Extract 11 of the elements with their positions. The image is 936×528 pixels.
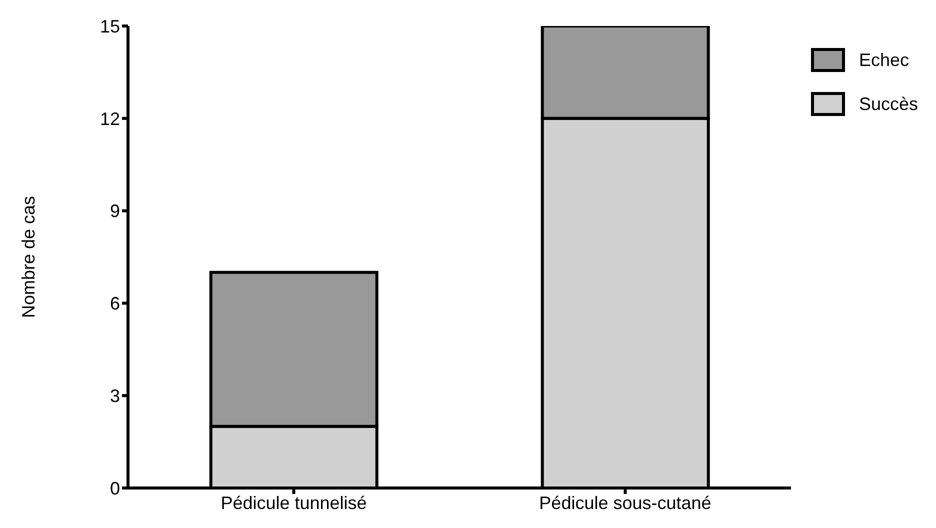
- y-tick-label: 6: [110, 294, 120, 314]
- y-tick-label: 3: [110, 386, 120, 406]
- y-axis-title: Nombre de cas: [18, 196, 38, 318]
- x-tick-label: Pédicule sous-cutané: [539, 492, 712, 513]
- y-tick-label: 15: [100, 16, 120, 36]
- x-tick-label: Pédicule tunnelisé: [220, 492, 367, 513]
- y-tick-label: 12: [100, 108, 120, 129]
- y-tick-label: 9: [110, 201, 120, 222]
- y-tick-label: 0: [110, 478, 120, 498]
- legend-label: Succès: [858, 94, 918, 114]
- legend-label: Echec: [858, 50, 909, 70]
